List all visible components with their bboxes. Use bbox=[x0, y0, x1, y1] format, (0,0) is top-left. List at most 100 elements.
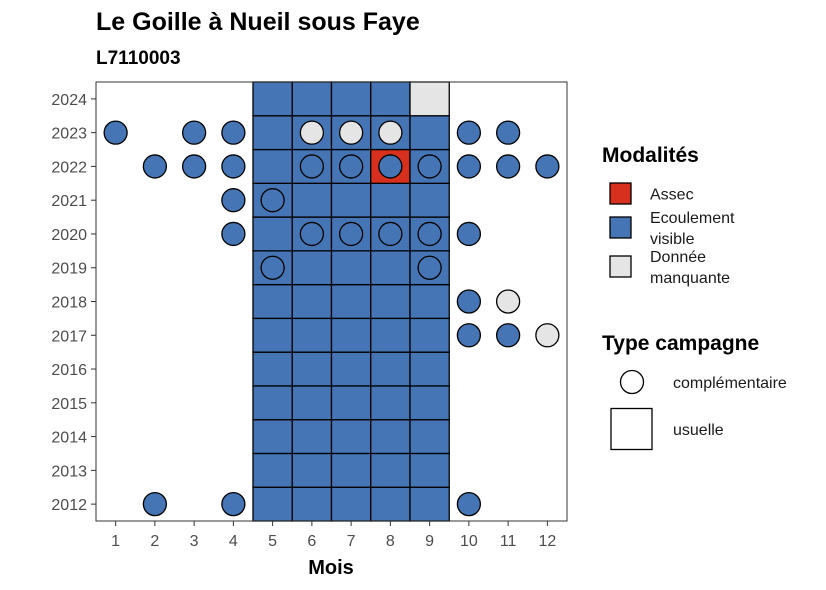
x-tick-label-8: 8 bbox=[386, 533, 395, 550]
tile-2018-8 bbox=[370, 283, 411, 320]
tile-2016-8 bbox=[370, 351, 411, 387]
legend-key-0 bbox=[609, 182, 632, 205]
x-tick-label-4: 4 bbox=[229, 533, 238, 550]
tile-2016-7 bbox=[330, 351, 372, 387]
x-axis: 1 2 3 4 5 6 7 8 9 10 11 12 bbox=[111, 521, 556, 550]
y-tick-label-2023: 2023 bbox=[51, 126, 87, 143]
point-2019-9 bbox=[417, 255, 442, 280]
point-2021-4 bbox=[221, 188, 246, 213]
tile-2022-5 bbox=[252, 148, 293, 184]
point-2021-5 bbox=[260, 188, 285, 213]
point-2019-5 bbox=[260, 255, 285, 280]
point-2022-6 bbox=[299, 154, 325, 179]
legend-type-title: Type campagne bbox=[602, 332, 759, 355]
y-tick-label-2022: 2022 bbox=[51, 159, 87, 176]
tile-2014-9 bbox=[409, 419, 450, 455]
x-tick-label-3: 3 bbox=[190, 533, 199, 550]
tile-2013-9 bbox=[409, 452, 450, 488]
point-2022-3 bbox=[181, 154, 207, 179]
point-2018-10 bbox=[456, 289, 482, 314]
point-2020-10 bbox=[456, 221, 482, 247]
tile-2021-9 bbox=[409, 182, 450, 218]
point-2022-7 bbox=[338, 154, 364, 179]
tile-2017-6 bbox=[291, 317, 333, 353]
tile-2014-7 bbox=[330, 419, 372, 455]
y-tick-label-2021: 2021 bbox=[51, 193, 87, 210]
point-2018-11 bbox=[495, 289, 521, 314]
y-tick-label-2019: 2019 bbox=[51, 261, 87, 278]
point-2020-8 bbox=[378, 221, 403, 247]
tile-2015-6 bbox=[291, 385, 333, 421]
complementaire-points bbox=[103, 120, 560, 517]
point-2022-9 bbox=[417, 154, 442, 179]
tile-2018-7 bbox=[330, 283, 372, 320]
tile-2016-6 bbox=[291, 351, 333, 387]
legend-modalites-title: Modalités bbox=[602, 144, 699, 167]
tile-2021-7 bbox=[330, 182, 372, 218]
chart-title: Le Goille à Nueil sous Faye bbox=[96, 8, 420, 36]
tile-2021-8 bbox=[370, 182, 411, 218]
point-2020-7 bbox=[338, 221, 364, 247]
point-2023-6 bbox=[299, 120, 325, 145]
y-tick-label-2016: 2016 bbox=[51, 362, 87, 379]
legend-label-2-0: Donnée bbox=[650, 249, 706, 266]
x-tick-label-10: 10 bbox=[460, 533, 478, 550]
tile-2016-5 bbox=[252, 351, 293, 387]
tile-2023-9 bbox=[409, 115, 450, 151]
chart-subtitle: L7110003 bbox=[96, 48, 181, 69]
y-tick-label-2018: 2018 bbox=[51, 295, 87, 312]
legend-type-key-complementaire bbox=[619, 369, 645, 395]
legend-label-2-1: manquante bbox=[650, 270, 730, 287]
tile-2014-5 bbox=[252, 419, 293, 455]
tile-2017-8 bbox=[370, 317, 411, 353]
tile-2016-9 bbox=[409, 351, 450, 387]
y-tick-label-2015: 2015 bbox=[51, 396, 87, 413]
point-2022-11 bbox=[495, 154, 521, 179]
y-tick-label-2020: 2020 bbox=[51, 227, 87, 244]
point-2020-6 bbox=[299, 221, 325, 247]
tile-2020-5 bbox=[252, 216, 293, 252]
x-tick-label-1: 1 bbox=[111, 533, 120, 550]
tile-2013-5 bbox=[252, 452, 293, 488]
legend-label-1-1: visible bbox=[650, 231, 695, 248]
tile-2013-7 bbox=[330, 452, 372, 488]
x-tick-label-7: 7 bbox=[347, 533, 356, 550]
x-tick-label-6: 6 bbox=[307, 533, 316, 550]
x-axis-title: Mois bbox=[308, 557, 354, 579]
usuelle-tiles bbox=[252, 81, 450, 522]
tile-2012-8 bbox=[370, 486, 411, 522]
tile-2024-5 bbox=[252, 81, 293, 117]
legend-type-label-complementaire: complémentaire bbox=[673, 375, 787, 392]
point-2023-11 bbox=[495, 120, 521, 145]
point-2022-12 bbox=[535, 154, 560, 179]
point-2023-10 bbox=[456, 120, 482, 145]
tile-2012-5 bbox=[252, 486, 293, 522]
tile-2024-8 bbox=[370, 81, 411, 117]
point-2023-4 bbox=[221, 120, 246, 145]
legend-type-key-usuelle bbox=[610, 407, 653, 451]
tile-2015-5 bbox=[252, 385, 293, 421]
point-2022-4 bbox=[221, 154, 246, 179]
legend-key-1 bbox=[609, 216, 632, 239]
y-tick-label-2014: 2014 bbox=[51, 430, 87, 447]
tile-2021-6 bbox=[291, 182, 333, 218]
legend-key-2 bbox=[609, 255, 632, 278]
legend-type-entries: complémentaire usuelle bbox=[610, 369, 787, 451]
point-2017-11 bbox=[495, 323, 521, 348]
tile-2014-6 bbox=[291, 419, 333, 455]
tile-2012-6 bbox=[291, 486, 333, 522]
legend-label-1-0: Ecoulement bbox=[650, 210, 735, 227]
point-2023-8 bbox=[378, 120, 403, 145]
tile-2013-6 bbox=[291, 452, 333, 488]
tile-2017-7 bbox=[330, 317, 372, 353]
point-2023-7 bbox=[338, 120, 364, 145]
x-tick-label-12: 12 bbox=[538, 533, 556, 550]
tile-2019-6 bbox=[291, 250, 333, 286]
point-2023-1 bbox=[103, 120, 128, 145]
tile-2014-8 bbox=[370, 419, 411, 455]
point-2017-12 bbox=[535, 323, 560, 348]
x-tick-label-11: 11 bbox=[500, 533, 517, 550]
point-2022-8 bbox=[378, 154, 403, 179]
